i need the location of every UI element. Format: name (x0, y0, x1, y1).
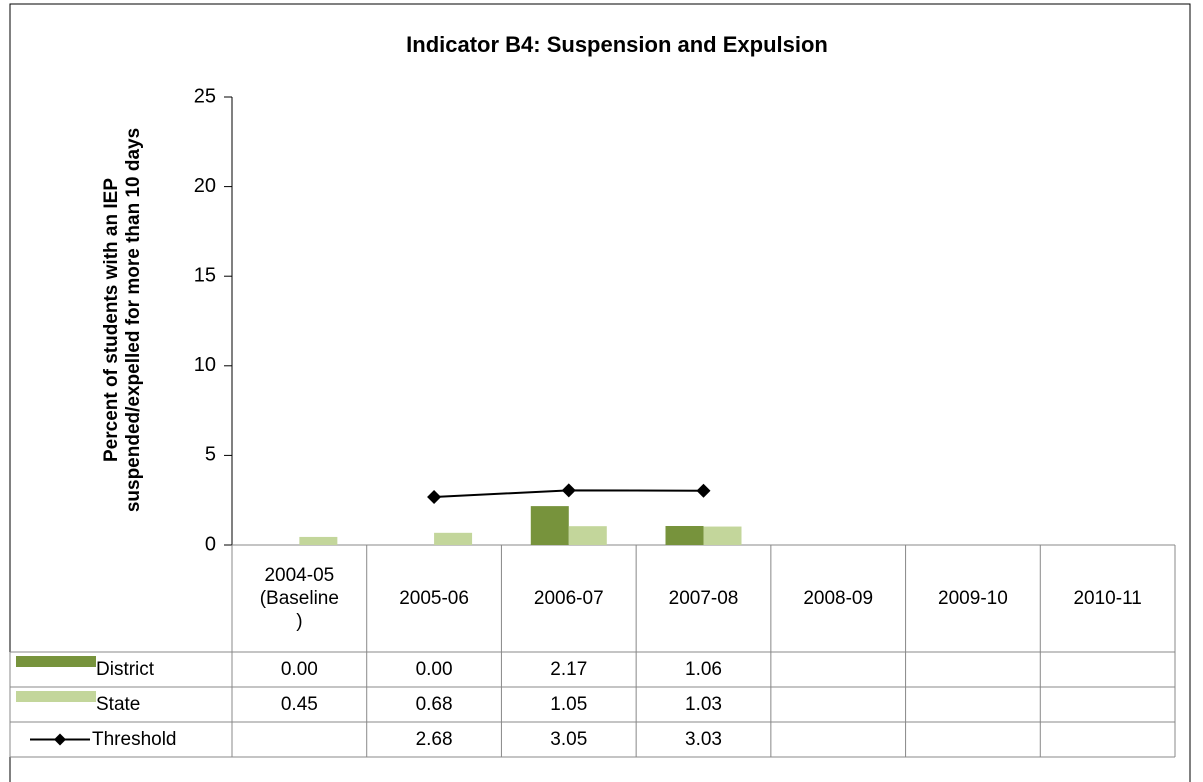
line-marker (561, 483, 576, 498)
data-label-text: 1.06 (685, 659, 722, 680)
legend-entry-text: State (96, 693, 141, 715)
x-tick-label: 2008-09 (796, 545, 881, 652)
data-label: 0.00 (232, 652, 367, 687)
legend-entry-text: Threshold (92, 728, 177, 750)
bar (665, 526, 704, 545)
data-label-text: 3.05 (550, 729, 588, 750)
data-label: 0.68 (367, 687, 502, 722)
bar (568, 526, 607, 545)
y-tick-label: 5 (205, 444, 216, 466)
bar (703, 526, 742, 545)
data-label: 3.05 (501, 722, 636, 757)
legend-entry: Threshold (92, 722, 177, 757)
data-label-text: 0.00 (415, 659, 453, 680)
x-tick-label: 2005-06 (392, 545, 477, 652)
data-label-text: 0.68 (415, 694, 453, 715)
legend-key (16, 656, 96, 667)
y-tick-label: 15 (194, 264, 216, 286)
x-tick-label-text: 2004-05 (Baseline) (259, 565, 339, 632)
x-tick-label: 2010-11 (1065, 545, 1150, 652)
line-marker (427, 489, 442, 504)
data-label: 1.03 (636, 687, 771, 722)
y-tick-label: 0 (205, 533, 216, 555)
data-label-text: 0.45 (280, 694, 318, 715)
data-label-text: 2.68 (415, 729, 453, 750)
chart-title: Indicator B4: Suspension and Expulsion (406, 32, 828, 57)
data-label-text: 2.17 (550, 659, 588, 680)
x-tick-label-text: 2005-06 (399, 588, 469, 609)
data-label-text: 1.05 (550, 694, 588, 715)
x-tick-label-text: 2008-09 (803, 588, 874, 609)
y-tick-label: 10 (194, 354, 216, 376)
x-tick-label-text: 2010-11 (1073, 588, 1142, 609)
x-tick-label-text: 2007-08 (668, 588, 739, 609)
data-label: 0.00 (367, 652, 502, 687)
y-tick-label: 25 (194, 85, 216, 107)
line-marker (696, 483, 711, 498)
legend-entry: State (96, 687, 140, 722)
y-axis-label: Percent of students with an IEP suspende… (101, 128, 144, 512)
data-label-text: 0.00 (280, 659, 318, 680)
data-label: 3.03 (636, 722, 771, 757)
y-axis-label-line: suspended/expelled for more than 10 days (123, 128, 144, 512)
legend-entry-text: District (96, 658, 155, 680)
x-tick-label: 2007-08 (661, 545, 746, 652)
legend-key (16, 691, 96, 702)
data-label: 2.17 (501, 652, 636, 687)
y-axis-label-line: Percent of students with an IEP (101, 178, 122, 462)
data-label-text: 1.03 (685, 694, 722, 715)
x-tick-label-text: 2006-07 (533, 588, 604, 609)
legend-key (54, 733, 66, 746)
x-tick-label: 2009-10 (931, 545, 1016, 652)
data-label: 1.05 (501, 687, 636, 722)
data-label: 0.45 (232, 687, 367, 722)
legend-entry: District (96, 652, 154, 687)
x-tick-label: 2004-05 (Baseline) (257, 545, 342, 652)
data-label: 2.68 (367, 722, 502, 757)
y-tick-label: 20 (194, 175, 216, 197)
bar (434, 532, 473, 545)
chart-border (9, 3, 1191, 782)
x-tick-label: 2006-07 (526, 545, 611, 652)
x-tick-label-text: 2009-10 (938, 588, 1008, 609)
data-label-text: 3.03 (685, 729, 722, 750)
bar (530, 506, 569, 545)
data-label: 1.06 (636, 652, 771, 687)
bar (299, 536, 338, 545)
